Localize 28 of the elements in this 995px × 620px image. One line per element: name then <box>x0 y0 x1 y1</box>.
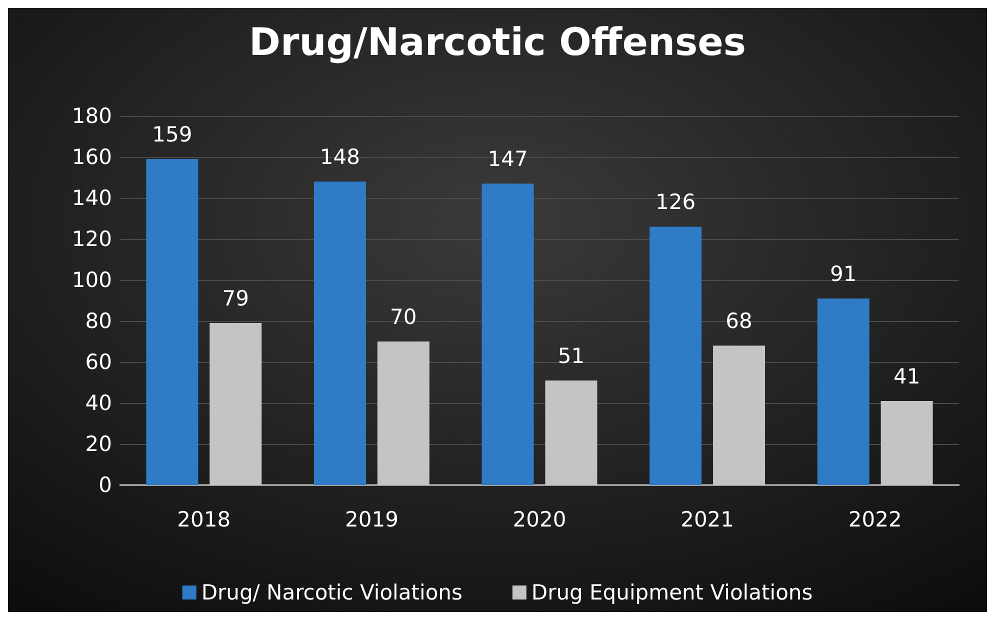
x-tick-label: 2018 <box>177 508 231 532</box>
y-tick-label: 20 <box>85 432 112 456</box>
data-label: 126 <box>656 190 696 214</box>
data-label: 148 <box>320 145 360 170</box>
x-tick-label: 2021 <box>680 508 734 532</box>
chart-title: Drug/Narcotic Offenses <box>248 20 746 64</box>
y-tick-label: 120 <box>72 227 112 251</box>
data-label: 68 <box>726 309 752 334</box>
data-label: 51 <box>558 344 585 368</box>
data-label: 70 <box>390 305 417 329</box>
data-label: 79 <box>222 286 249 311</box>
data-label: 147 <box>488 147 528 172</box>
data-label: 159 <box>152 122 192 147</box>
x-tick-label: 2019 <box>344 508 398 532</box>
legend-label: Drug/ Narcotic Violations <box>201 580 462 604</box>
y-tick-label: 180 <box>72 104 112 128</box>
y-tick-label: 140 <box>72 186 112 210</box>
data-label: 91 <box>830 262 857 286</box>
y-tick-label: 80 <box>85 309 112 333</box>
x-tick-label: 2020 <box>512 508 566 532</box>
y-tick-label: 100 <box>72 268 112 292</box>
y-tick-label: 160 <box>72 145 112 169</box>
legend-label: Drug Equipment Violations <box>531 580 813 604</box>
y-tick-label: 0 <box>98 473 112 497</box>
y-tick-label: 60 <box>85 350 112 374</box>
y-tick-label: 40 <box>85 391 112 415</box>
x-tick-label: 2022 <box>848 508 902 532</box>
data-label: 41 <box>893 364 920 388</box>
